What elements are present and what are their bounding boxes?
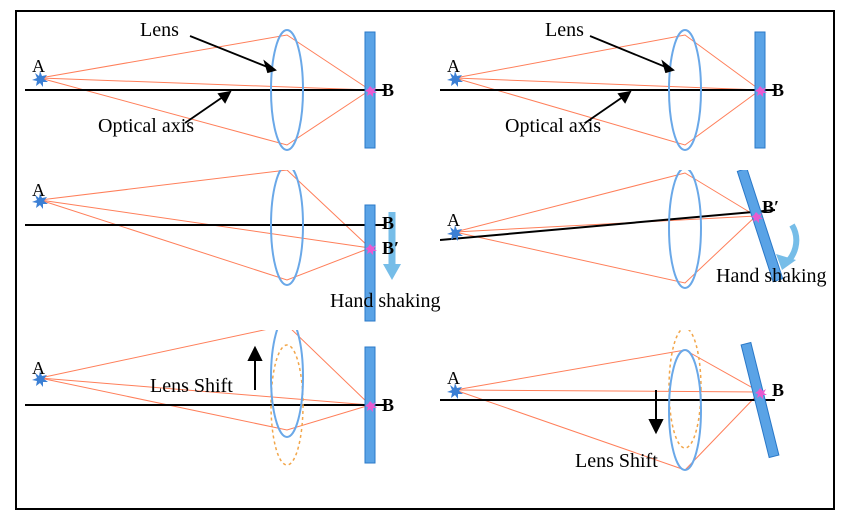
label-A: A <box>32 180 45 201</box>
panel-R3 <box>440 330 840 500</box>
panel-L3 <box>25 330 425 500</box>
label-lens-shift: Lens Shift <box>575 450 658 473</box>
label-lens: Lens <box>545 19 584 42</box>
label-lens: Lens <box>140 19 179 42</box>
panel-L1 <box>25 20 425 170</box>
lens-callout-arrow <box>590 36 673 72</box>
label-hand-shaking: Hand shaking <box>330 290 441 313</box>
lens-shifted <box>271 330 303 437</box>
lens-shift-arrow <box>249 348 261 390</box>
lens-original-dashed <box>669 330 701 448</box>
label-B: B <box>382 80 394 101</box>
label-A: A <box>447 210 460 231</box>
label-A: A <box>32 358 45 379</box>
label-Bprime: B′ <box>382 238 399 259</box>
label-A: A <box>447 368 460 389</box>
lens <box>669 170 701 288</box>
lens-callout-arrow <box>190 36 275 72</box>
label-B: B <box>772 80 784 101</box>
label-A: A <box>32 56 45 77</box>
label-B: B <box>382 213 394 234</box>
lens-shifted <box>669 350 701 470</box>
label-optical-axis: Optical axis <box>98 115 194 138</box>
optical-axis-tilted <box>440 210 775 240</box>
rays <box>455 173 756 283</box>
label-A: A <box>447 56 460 77</box>
label-B: B <box>382 395 394 416</box>
label-optical-axis: Optical axis <box>505 115 601 138</box>
lens <box>271 170 303 285</box>
label-hand-shaking: Hand shaking <box>716 265 827 288</box>
lens-shift-arrow <box>650 390 662 432</box>
panel-R2 <box>440 170 840 330</box>
label-lens-shift: Lens Shift <box>150 375 233 398</box>
label-B: B <box>772 380 784 401</box>
label-Bprime: B′ <box>762 197 779 218</box>
